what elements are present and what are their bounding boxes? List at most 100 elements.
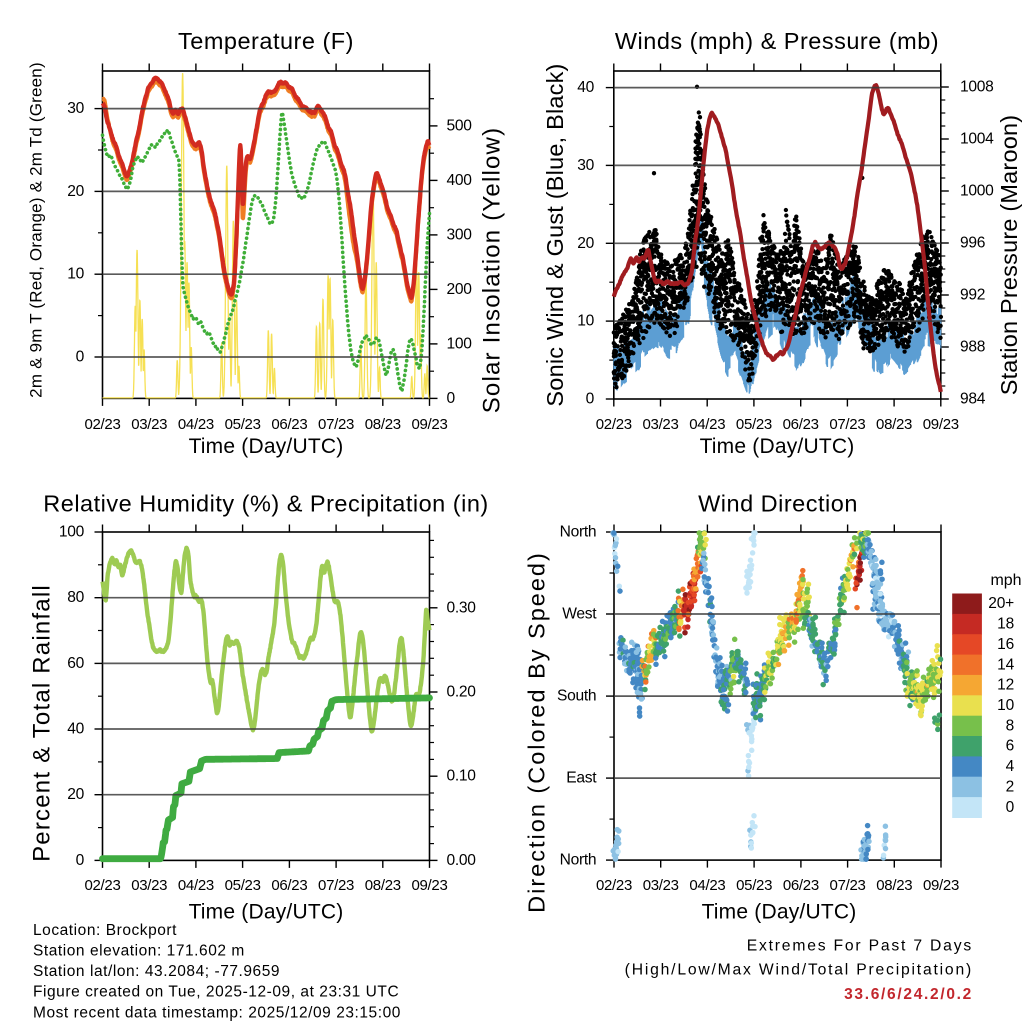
svg-text:Wind Direction: Wind Direction <box>698 491 858 517</box>
svg-text:06/23: 06/23 <box>783 416 819 433</box>
svg-text:Percent & Total Rainfall: Percent & Total Rainfall <box>29 584 56 862</box>
svg-text:09/23: 09/23 <box>411 877 447 894</box>
svg-text:Most recent data timestamp: 20: Most recent data timestamp: 2025/12/09 2… <box>33 1004 401 1021</box>
svg-text:80: 80 <box>67 589 84 606</box>
svg-text:1000: 1000 <box>960 183 994 200</box>
svg-text:08/23: 08/23 <box>876 877 912 894</box>
svg-text:996: 996 <box>960 235 985 252</box>
svg-text:04/23: 04/23 <box>689 877 725 894</box>
svg-text:04/23: 04/23 <box>178 416 214 433</box>
svg-text:Time (Day/UTC): Time (Day/UTC) <box>700 435 855 458</box>
svg-text:Station Pressure (Maroon): Station Pressure (Maroon) <box>996 115 1022 396</box>
svg-text:06/23: 06/23 <box>271 877 307 894</box>
svg-text:1008: 1008 <box>960 79 994 96</box>
svg-text:mph: mph <box>990 572 1021 589</box>
svg-text:400: 400 <box>447 172 473 189</box>
svg-text:02/23: 02/23 <box>84 416 120 433</box>
svg-text:20+: 20+ <box>988 595 1014 612</box>
svg-text:10: 10 <box>577 313 594 330</box>
svg-text:984: 984 <box>960 391 986 408</box>
svg-text:8: 8 <box>1006 717 1014 734</box>
svg-text:4: 4 <box>1006 758 1015 775</box>
svg-text:South: South <box>557 688 596 705</box>
svg-text:1004: 1004 <box>960 131 994 148</box>
svg-text:07/23: 07/23 <box>829 416 865 433</box>
svg-text:07/23: 07/23 <box>318 416 354 433</box>
svg-text:Time (Day/UTC): Time (Day/UTC) <box>189 900 344 923</box>
svg-text:Extremes For Past 7 Days: Extremes For Past 7 Days <box>747 937 973 954</box>
svg-text:10: 10 <box>67 266 84 283</box>
svg-text:04/23: 04/23 <box>178 877 214 894</box>
svg-text:Time (Day/UTC): Time (Day/UTC) <box>702 900 857 923</box>
svg-text:03/23: 03/23 <box>131 416 167 433</box>
svg-text:100: 100 <box>59 524 85 541</box>
svg-text:05/23: 05/23 <box>225 877 261 894</box>
svg-text:East: East <box>566 770 597 787</box>
svg-text:02/23: 02/23 <box>596 416 632 433</box>
svg-text:988: 988 <box>960 339 985 356</box>
svg-text:08/23: 08/23 <box>365 877 401 894</box>
svg-text:08/23: 08/23 <box>876 416 912 433</box>
svg-text:300: 300 <box>447 226 473 243</box>
svg-text:Station lat/lon: 43.2084; -77.: Station lat/lon: 43.2084; -77.9659 <box>33 963 280 980</box>
svg-text:0.10: 0.10 <box>447 768 477 785</box>
svg-text:Winds (mph) & Pressure (mb): Winds (mph) & Pressure (mb) <box>615 28 939 54</box>
svg-text:30: 30 <box>577 157 594 174</box>
svg-text:Station elevation: 171.602 m: Station elevation: 171.602 m <box>33 943 245 960</box>
svg-text:(High/Low/Max Wind/Total Preci: (High/Low/Max Wind/Total Precipitation) <box>625 961 973 978</box>
svg-text:200: 200 <box>447 281 473 298</box>
svg-text:0: 0 <box>447 390 456 407</box>
svg-text:500: 500 <box>447 117 473 134</box>
svg-text:05/23: 05/23 <box>736 416 772 433</box>
svg-text:33.6/6/24.2/0.2: 33.6/6/24.2/0.2 <box>844 986 973 1003</box>
svg-text:14: 14 <box>997 656 1014 673</box>
svg-text:18: 18 <box>997 616 1014 633</box>
svg-text:0: 0 <box>76 852 85 869</box>
svg-text:10: 10 <box>997 697 1014 714</box>
svg-text:2m & 9m T (Red, Orange) & 2m T: 2m & 9m T (Red, Orange) & 2m Td (Green) <box>27 62 46 398</box>
svg-text:06/23: 06/23 <box>783 877 819 894</box>
svg-text:West: West <box>562 606 597 623</box>
svg-text:40: 40 <box>67 721 84 738</box>
svg-text:05/23: 05/23 <box>225 416 261 433</box>
svg-text:20: 20 <box>577 235 594 252</box>
svg-text:0: 0 <box>586 391 595 408</box>
svg-text:Relative Humidity (%) & Precip: Relative Humidity (%) & Precipitation (i… <box>43 491 488 517</box>
svg-text:02/23: 02/23 <box>84 877 120 894</box>
svg-text:08/23: 08/23 <box>365 416 401 433</box>
svg-text:07/23: 07/23 <box>318 877 354 894</box>
svg-text:09/23: 09/23 <box>923 416 959 433</box>
svg-text:20: 20 <box>67 183 84 200</box>
svg-text:02/23: 02/23 <box>596 877 632 894</box>
svg-text:Direction (Colored By Speed): Direction (Colored By Speed) <box>524 551 550 913</box>
svg-text:Location: Brockport: Location: Brockport <box>33 922 177 939</box>
svg-text:16: 16 <box>997 636 1014 653</box>
svg-text:09/23: 09/23 <box>411 416 447 433</box>
svg-text:Solar Insolation (Yellow): Solar Insolation (Yellow) <box>479 127 506 414</box>
svg-text:Figure created on Tue, 2025-12: Figure created on Tue, 2025-12-09, at 23… <box>33 984 399 1001</box>
svg-text:09/23: 09/23 <box>923 877 959 894</box>
svg-text:0.30: 0.30 <box>447 599 477 616</box>
svg-text:2: 2 <box>1006 778 1014 795</box>
svg-text:0.20: 0.20 <box>447 684 477 701</box>
svg-text:04/23: 04/23 <box>689 416 725 433</box>
svg-text:Time (Day/UTC): Time (Day/UTC) <box>189 435 344 458</box>
svg-text:06/23: 06/23 <box>271 416 307 433</box>
svg-text:992: 992 <box>960 287 985 304</box>
svg-text:40: 40 <box>577 79 594 96</box>
svg-text:6: 6 <box>1006 738 1014 755</box>
svg-text:0.00: 0.00 <box>447 852 477 869</box>
svg-text:03/23: 03/23 <box>643 877 679 894</box>
svg-text:Sonic Wind & Gust (Blue, Black: Sonic Wind & Gust (Blue, Black) <box>542 63 568 406</box>
svg-text:North: North <box>560 852 597 869</box>
svg-text:03/23: 03/23 <box>131 877 167 894</box>
svg-text:20: 20 <box>67 786 84 803</box>
svg-text:12: 12 <box>997 677 1014 694</box>
svg-text:07/23: 07/23 <box>830 877 866 894</box>
svg-text:03/23: 03/23 <box>642 416 678 433</box>
svg-text:60: 60 <box>67 655 84 672</box>
svg-text:0: 0 <box>76 349 85 366</box>
svg-text:0: 0 <box>1006 799 1015 816</box>
svg-text:100: 100 <box>447 335 473 352</box>
svg-text:05/23: 05/23 <box>736 877 772 894</box>
